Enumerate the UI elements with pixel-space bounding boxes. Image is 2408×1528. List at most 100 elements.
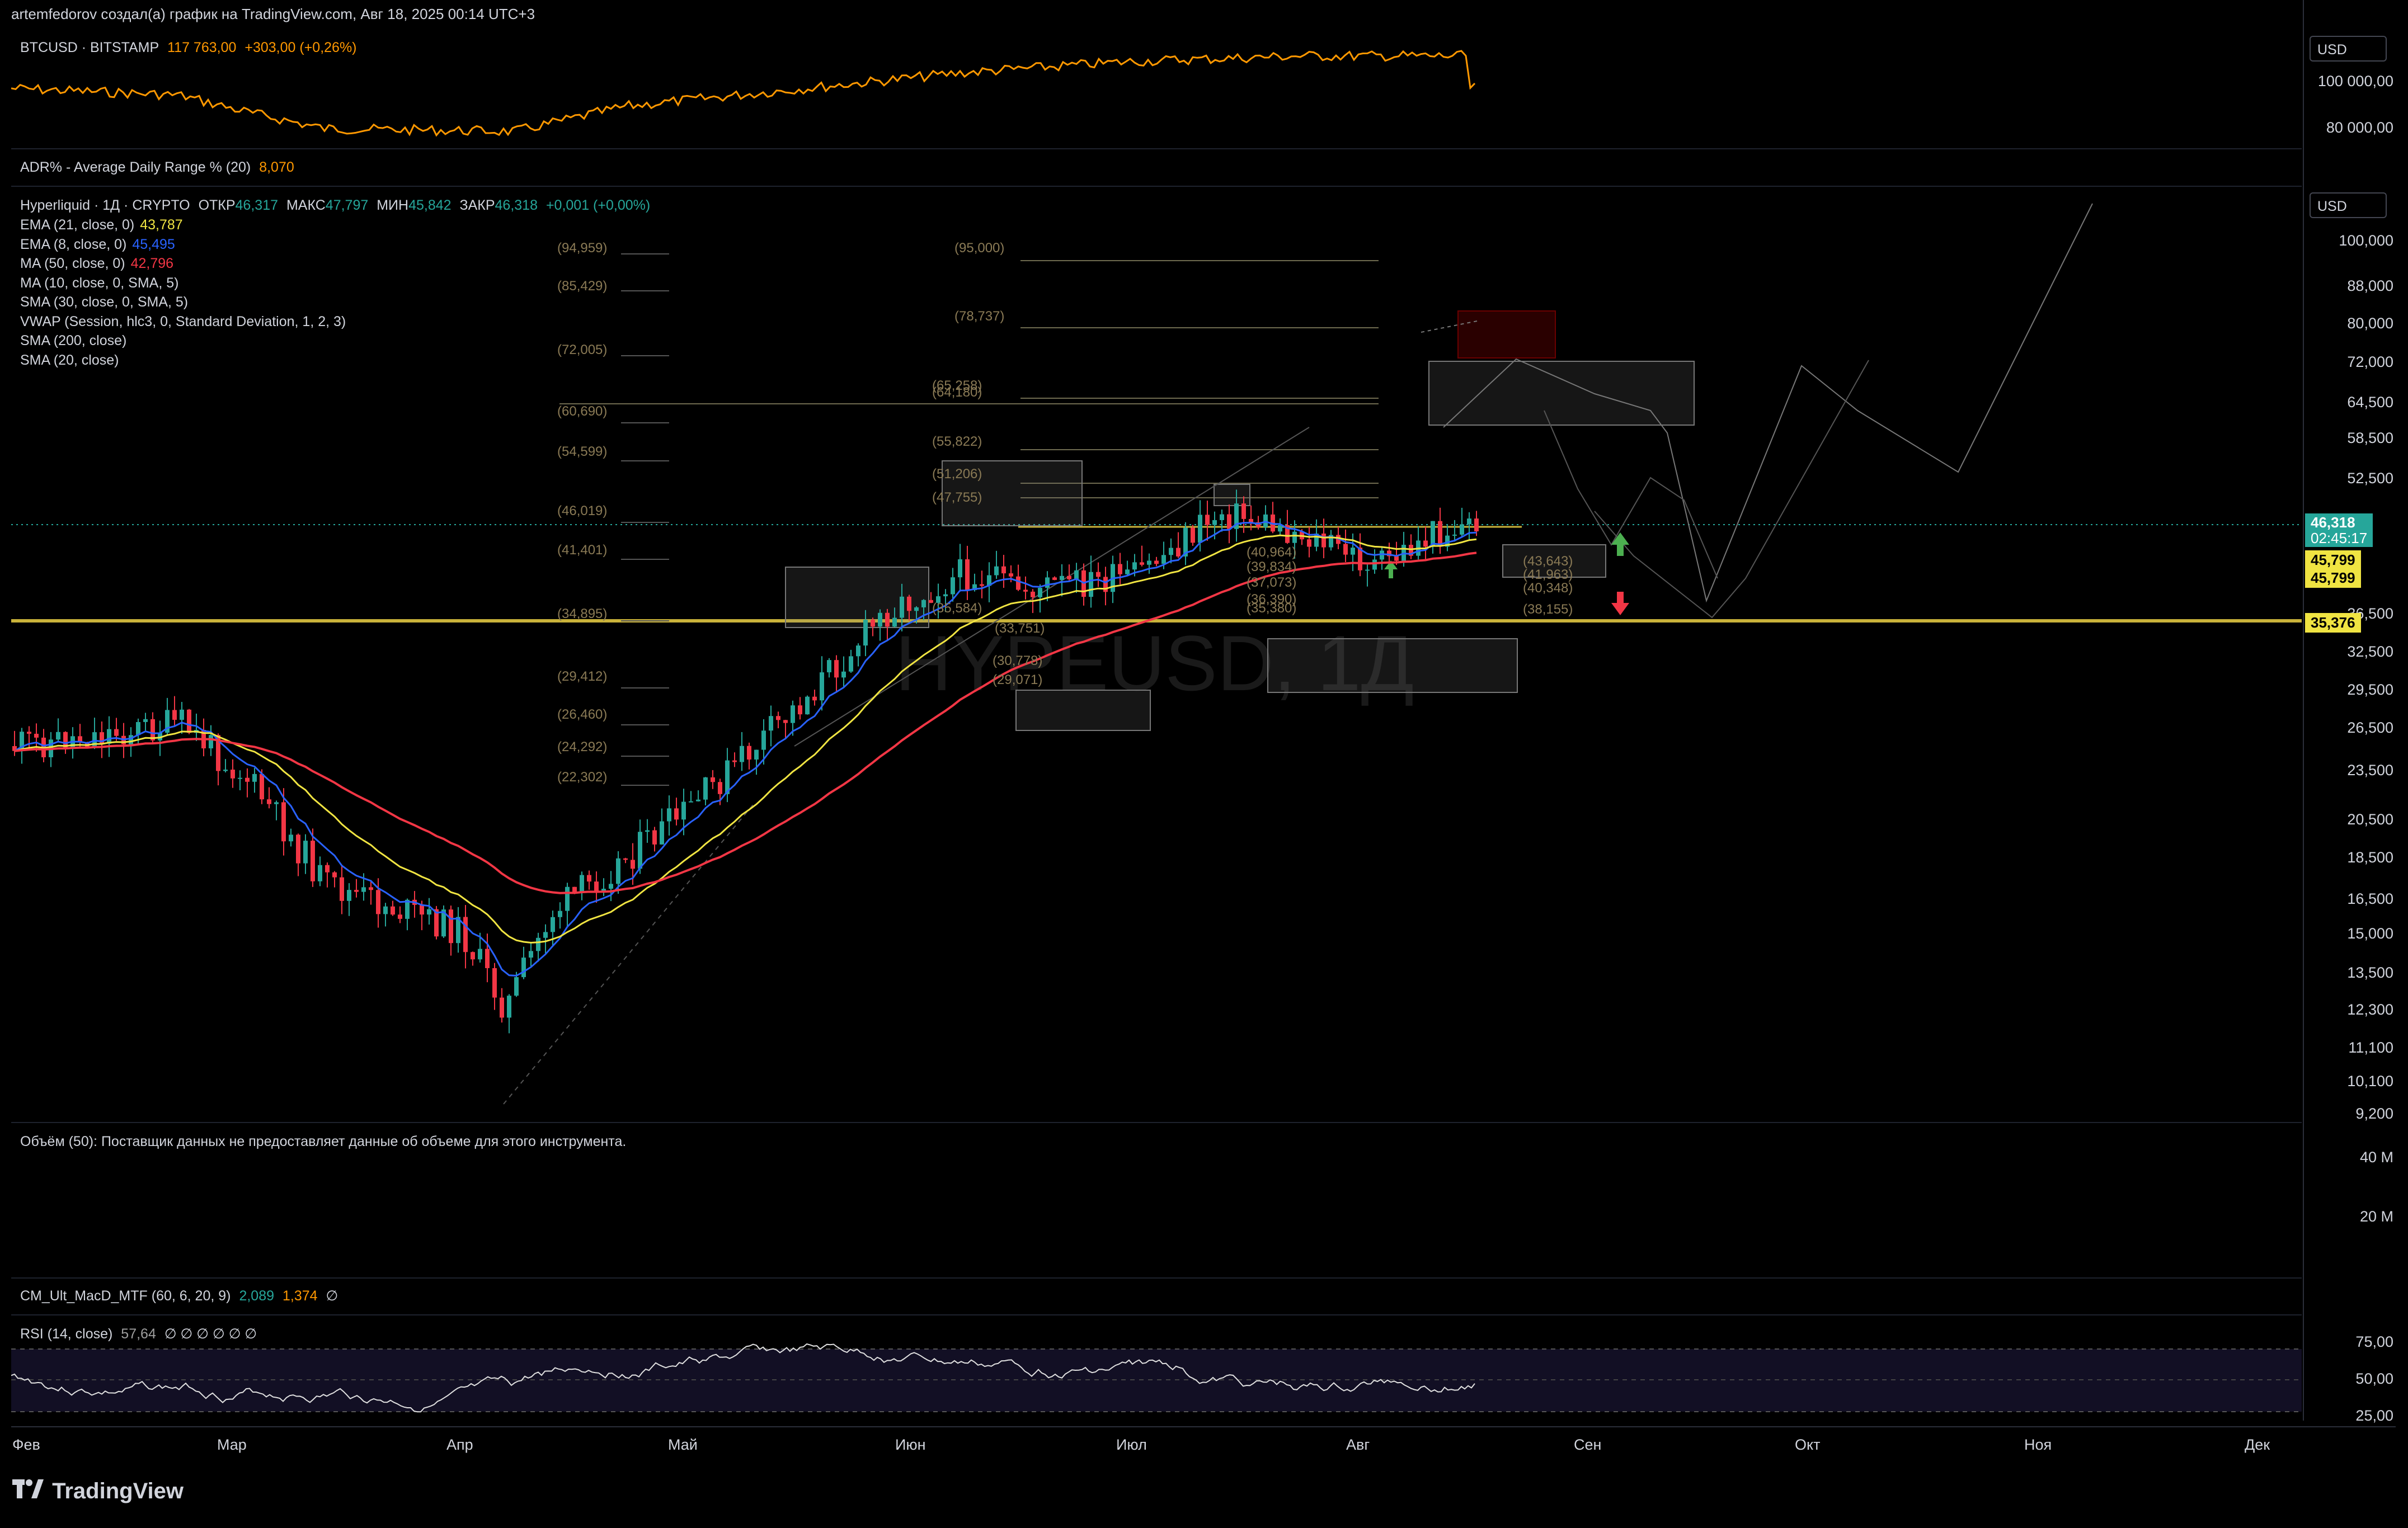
candle-body (1365, 569, 1370, 571)
indicator-row[interactable]: MA (10, close, 0, SMA, 5) (20, 273, 346, 293)
macd-na: ∅ (326, 1288, 338, 1304)
candle-body (1387, 550, 1391, 557)
btc-axis-label: 100 000,00 (2317, 73, 2393, 89)
candle-body (238, 777, 242, 779)
rsi-chart (11, 1343, 2302, 1413)
indicator-value: 45,495 (132, 236, 175, 252)
candle-body (383, 906, 388, 914)
fib-level-label: (78,737) (954, 309, 1005, 324)
main-symbol-name[interactable]: Hyperliquid · 1Д · CRYPTO (20, 197, 190, 213)
candle-body (325, 865, 330, 873)
candle-body (1074, 570, 1079, 579)
fib-level-label: (72,005) (557, 342, 608, 357)
candle-body (958, 559, 962, 578)
candle-body (78, 736, 82, 743)
time-axis-label: Июл (1116, 1436, 1147, 1453)
adr-label[interactable]: ADR% - Average Daily Range % (20) (20, 159, 251, 175)
candle-body (1038, 588, 1042, 597)
fib-level-label: (40,964) (1247, 545, 1297, 560)
currency-select-main[interactable]: USD (2310, 192, 2387, 218)
fib-level-label: (41,963) (1523, 567, 1573, 582)
tradingview-logo[interactable]: TradingView (12, 1479, 184, 1504)
indicator-label: MA (10, close, 0, SMA, 5) (20, 275, 179, 291)
candle-body (1423, 540, 1428, 547)
candle-body (725, 760, 730, 794)
candle-body (361, 887, 366, 892)
projection-path (1544, 410, 1718, 579)
candle-body (165, 710, 170, 733)
main-axis-label: 23,500 (2347, 762, 2393, 779)
indicator-label: SMA (20, close) (20, 352, 119, 368)
candle-body (1278, 525, 1282, 532)
candle-body (449, 909, 453, 944)
indicator-row[interactable]: VWAP (Session, hlc3, 0, Standard Deviati… (20, 312, 346, 332)
candle-body (1132, 562, 1137, 570)
time-axis-label: Авг (1346, 1436, 1370, 1453)
candle-body (354, 890, 359, 892)
indicator-row[interactable]: SMA (30, close, 0, SMA, 5) (20, 293, 346, 312)
price-axis[interactable] (2303, 0, 2397, 1421)
candle-body (420, 904, 424, 915)
candle-body (209, 735, 213, 749)
indicator-label: EMA (8, close, 0) (20, 236, 127, 252)
candle-body (172, 710, 177, 720)
candle-body (834, 660, 839, 678)
fib-level-label: (36,390) (1247, 592, 1297, 607)
candle-body (980, 584, 984, 586)
indicator-row[interactable]: SMA (200, close) (20, 331, 346, 351)
time-axis-label: Дек (2245, 1436, 2270, 1453)
candle-body (1154, 560, 1159, 564)
candle-body (281, 802, 286, 842)
candle-body (1060, 576, 1064, 580)
hline-price-tag: 35,376 (2305, 613, 2361, 633)
indicator-label: SMA (30, close, 0, SMA, 5) (20, 294, 189, 310)
btc-price-line (11, 50, 1476, 137)
candle-body (456, 917, 460, 944)
macd-label[interactable]: CM_Ult_MacD_MTF (60, 6, 20, 9) (20, 1288, 231, 1304)
candle-body (1227, 514, 1231, 529)
candle-body (20, 732, 24, 751)
ma-50-line (14, 551, 1477, 894)
up-arrow-icon (1384, 560, 1398, 578)
candle-body (1169, 548, 1173, 555)
indicator-row[interactable]: EMA (21, close, 0) 43,787 (20, 215, 346, 235)
ohlc-open: 46,317 (235, 197, 278, 213)
candle-body (187, 709, 191, 733)
time-axis-label: Апр (446, 1436, 473, 1453)
candle-body (849, 656, 853, 672)
rsi-label[interactable]: RSI (14, close) (20, 1326, 113, 1342)
fib-level-label: (65,258) (932, 378, 982, 393)
rsi-axis-label: 75,00 (2355, 1333, 2393, 1350)
candle-body (900, 596, 904, 618)
candle-body (1409, 545, 1413, 556)
candle-body (398, 914, 402, 919)
main-axis-label: 52,500 (2347, 470, 2393, 487)
down-arrow-icon (1611, 592, 1629, 615)
fib-level-label: (37,073) (1247, 575, 1297, 590)
ema-21-line (14, 534, 1477, 944)
last-price-tag: 46,318 02:45:17 (2305, 513, 2373, 547)
btc-symbol[interactable]: BTCUSD · BITSTAMP (20, 40, 159, 55)
candle-body (921, 600, 926, 607)
candle-body (1103, 577, 1108, 592)
indicator-row[interactable]: MA (50, close, 0) 42,796 (20, 254, 346, 273)
fib-level-label: (24,292) (557, 739, 608, 754)
volume-legend[interactable]: Объём (50): Поставщик данных не предоста… (20, 1134, 627, 1149)
candle-body (1234, 503, 1239, 529)
candle-body (231, 770, 235, 779)
main-axis-label: 11,100 (2348, 1039, 2393, 1056)
candle-body (1351, 548, 1355, 555)
main-candlestick-chart[interactable]: HYPEUSD, 1Д (11, 187, 2302, 1122)
candle-body (1431, 521, 1435, 547)
candle-body (1067, 576, 1071, 579)
candle-body (1016, 576, 1020, 590)
currency-select-top[interactable]: USD (2310, 36, 2387, 62)
candle-body (1205, 515, 1210, 525)
candle-body (1183, 527, 1188, 557)
zone-rectangle (785, 567, 929, 628)
candle-body (1125, 569, 1130, 574)
indicator-row[interactable]: EMA (8, close, 0) 45,495 (20, 235, 346, 254)
candle-body (558, 911, 562, 917)
main-axis-label: 72,000 (2347, 353, 2393, 370)
indicator-row[interactable]: SMA (20, close) (20, 351, 346, 370)
